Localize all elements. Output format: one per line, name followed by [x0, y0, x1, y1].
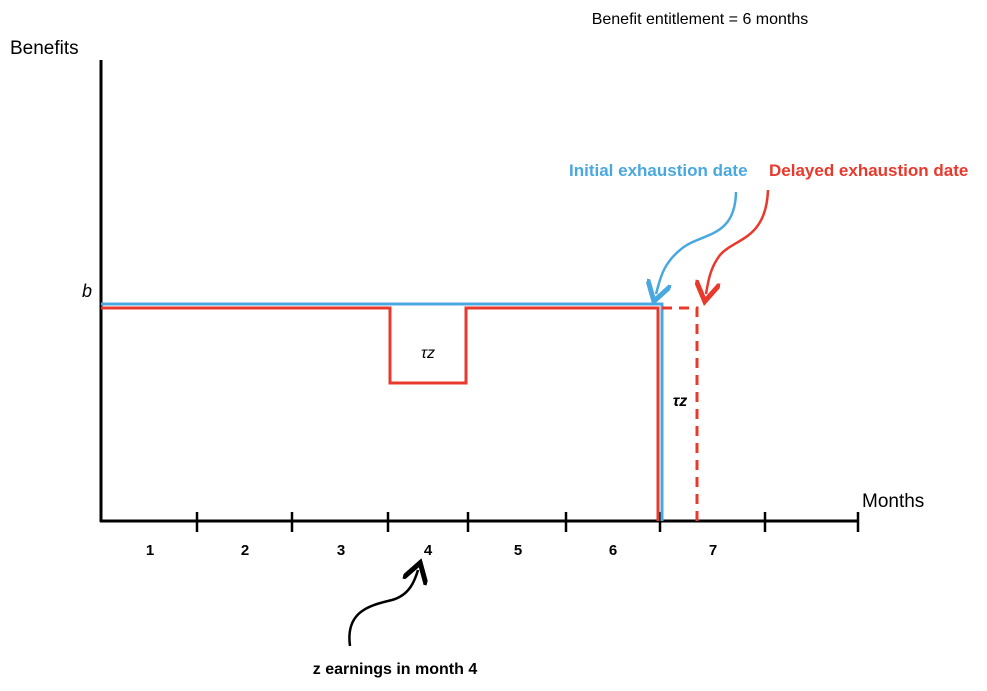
month-label: 6	[609, 542, 617, 559]
month-label: 1	[146, 542, 154, 559]
month-label: 7	[709, 542, 717, 559]
title: Benefit entitlement = 6 months	[592, 11, 809, 28]
initial-label: Initial exhaustion date	[569, 161, 748, 180]
x-axis-label: Months	[862, 491, 924, 512]
month-labels: 1 2 3 4 5 6 7	[146, 542, 717, 559]
initial-arrow	[656, 191, 738, 294]
extension-path	[662, 306, 699, 521]
month-label: 3	[337, 542, 345, 559]
annotation: z earnings in month 4	[313, 661, 478, 678]
delayed-benefit-path	[101, 306, 660, 521]
b-label: b	[82, 281, 92, 301]
month-label: 2	[241, 542, 249, 559]
delayed-arrow	[706, 189, 770, 294]
delayed-label: Delayed exhaustion date	[769, 161, 968, 180]
axes	[99, 60, 860, 532]
y-axis-label: Benefits	[10, 38, 79, 59]
month-label: 4	[424, 542, 433, 559]
tax-dip-label: τz	[421, 345, 435, 362]
annotation-arrow	[348, 570, 418, 647]
tax-extension-label: τz	[673, 393, 688, 410]
month-label: 5	[514, 542, 522, 559]
initial-benefit-path	[101, 302, 664, 521]
